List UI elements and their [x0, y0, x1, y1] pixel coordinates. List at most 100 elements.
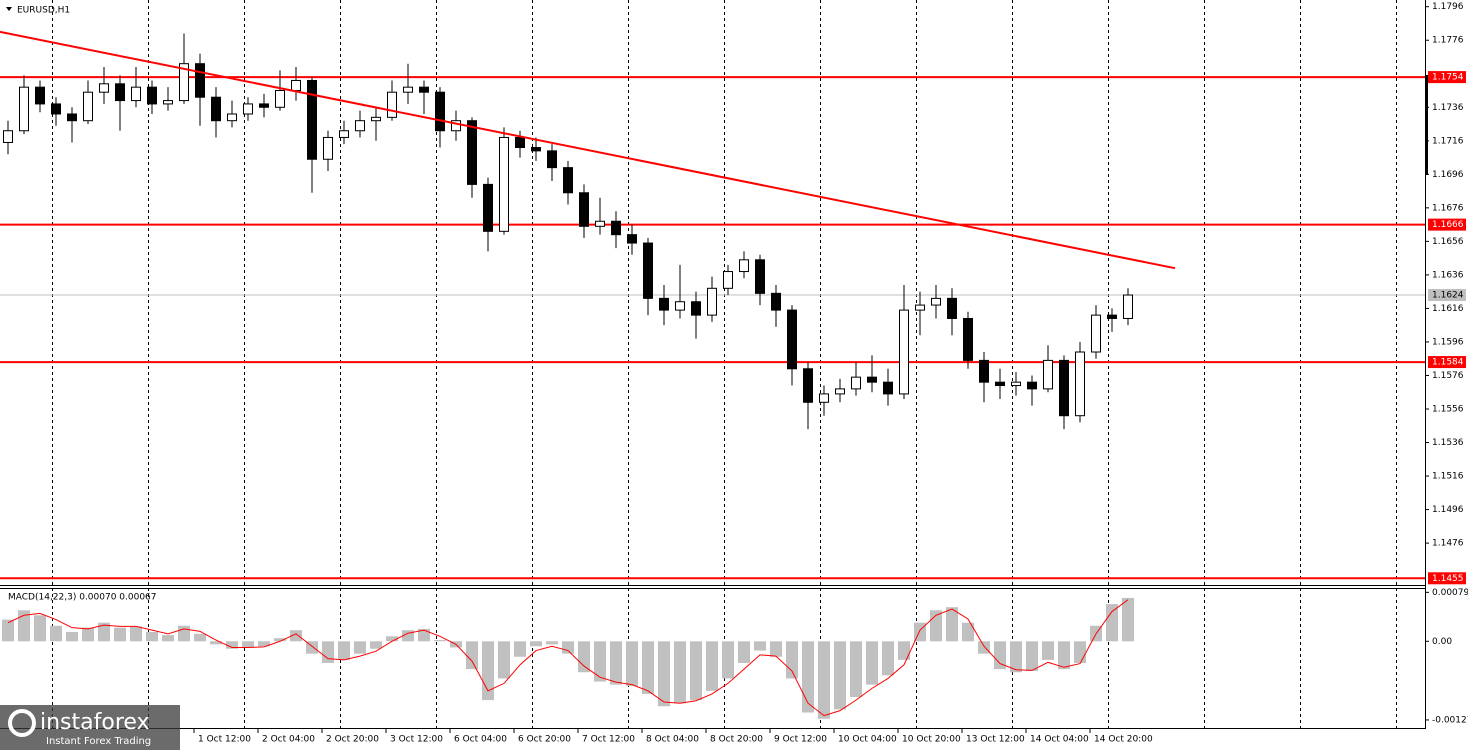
candle-body: [291, 79, 301, 92]
y-tick-label: 1.1636: [1432, 270, 1464, 280]
macd-bar: [114, 627, 126, 642]
macd-title: MACD(14,22,3) 0.00070 0.00067: [8, 593, 157, 603]
macd-bar: [402, 630, 414, 642]
candle-body: [915, 304, 925, 311]
macd-bar: [146, 631, 158, 642]
candle-body: [675, 301, 685, 311]
macd-bar: [722, 641, 734, 679]
symbol-menu-arrow[interactable]: [6, 7, 12, 11]
macd-bar: [642, 641, 654, 694]
macd-bar: [178, 625, 190, 642]
candle-body: [1027, 381, 1037, 390]
candle-body: [499, 136, 509, 232]
macd-bar: [850, 641, 862, 698]
macd-bar: [610, 641, 622, 685]
y-tick-label: 1.1716: [1432, 136, 1464, 146]
y-tick-label: 1.1476: [1432, 539, 1464, 549]
candle-body: [691, 301, 701, 316]
candle-body: [163, 100, 173, 105]
macd-bar: [418, 628, 430, 642]
candle-body: [579, 192, 589, 227]
candle-body: [147, 86, 157, 105]
current-price-label: 1.1624: [1432, 291, 1464, 301]
y-tick-label: 1.1556: [1432, 404, 1464, 414]
candle-body: [51, 103, 61, 115]
x-tick-label: 8 Oct 04:00: [646, 735, 699, 745]
candle-body: [723, 271, 733, 289]
x-tick-label: 6 Oct 04:00: [454, 735, 507, 745]
level-tag: [1428, 356, 1466, 369]
macd-bar: [578, 641, 590, 673]
candle-body: [3, 130, 13, 143]
watermark-brand: instaforex: [40, 710, 150, 735]
level-label: 1.1584: [1432, 358, 1464, 368]
x-tick-label: 2 Oct 20:00: [326, 735, 379, 745]
macd-bar: [514, 641, 526, 657]
candle-body: [435, 91, 445, 132]
level-tag: [1428, 71, 1466, 84]
macd-bar: [34, 615, 46, 642]
macd-bar: [66, 631, 78, 642]
level-tag: [1428, 218, 1466, 231]
macd-bar: [546, 641, 558, 645]
candle-body: [883, 381, 893, 395]
candle-body: [899, 309, 909, 395]
x-tick-label: 7 Oct 12:00: [582, 735, 635, 745]
candle-body: [131, 86, 141, 102]
candle-body: [979, 359, 989, 383]
macd-bar: [706, 641, 718, 691]
y-tick-label: 1.1596: [1432, 337, 1464, 347]
macd-bar: [130, 626, 142, 642]
candle-body: [387, 91, 397, 118]
candle-body: [307, 79, 317, 160]
candle-body: [819, 393, 829, 403]
macd-bar: [1106, 604, 1118, 642]
macd-bar: [1042, 641, 1054, 660]
macd-bar: [498, 641, 510, 679]
macd-bar: [626, 641, 638, 686]
x-tick-label: 13 Oct 12:00: [966, 735, 1025, 745]
candle-body: [931, 297, 941, 306]
candle-body: [1123, 294, 1133, 319]
candle-body: [419, 86, 429, 93]
macd-bar: [242, 641, 254, 648]
y-tick-label: 1.1676: [1432, 203, 1464, 213]
macd-bar: [1026, 641, 1038, 672]
macd-bar: [258, 641, 270, 647]
macd-bar: [690, 641, 702, 701]
macd-y-tick-label: -0.00127: [1432, 715, 1468, 725]
macd-bar: [898, 641, 910, 660]
macd-bar: [2, 619, 14, 642]
macd-y-tick-label: 0.00: [1432, 637, 1452, 647]
candle-body: [227, 113, 237, 122]
macd-bar: [434, 640, 446, 642]
macd-bar: [290, 630, 302, 642]
x-tick-label: 9 Oct 12:00: [774, 735, 827, 745]
macd-bar: [98, 622, 110, 642]
x-tick-label: 14 Oct 04:00: [1030, 735, 1089, 745]
candle-body: [1043, 359, 1053, 390]
macd-bar: [946, 607, 958, 642]
candle-body: [99, 83, 109, 93]
macd-bar: [818, 641, 830, 719]
candle-body: [1075, 351, 1085, 417]
macd-bar: [370, 641, 382, 649]
candle-body: [211, 96, 221, 122]
macd-bar: [1058, 641, 1070, 670]
candle-body: [243, 103, 253, 115]
candle-body: [707, 287, 717, 316]
candle-body: [339, 130, 349, 138]
candle-body: [323, 136, 333, 160]
watermark: instaforex Instant Forex Trading: [0, 705, 180, 750]
candle-body: [547, 150, 557, 169]
watermark-icon: [8, 709, 36, 737]
candle-body: [275, 90, 285, 108]
candle-body: [867, 376, 877, 383]
macd-bar: [770, 641, 782, 657]
trendline: [0, 30, 1176, 270]
macd-bar: [978, 641, 990, 654]
candle-body: [515, 136, 525, 149]
candle-body: [851, 376, 861, 390]
y-tick-label: 1.1516: [1432, 472, 1464, 482]
watermark-tagline: Instant Forex Trading: [46, 736, 151, 747]
